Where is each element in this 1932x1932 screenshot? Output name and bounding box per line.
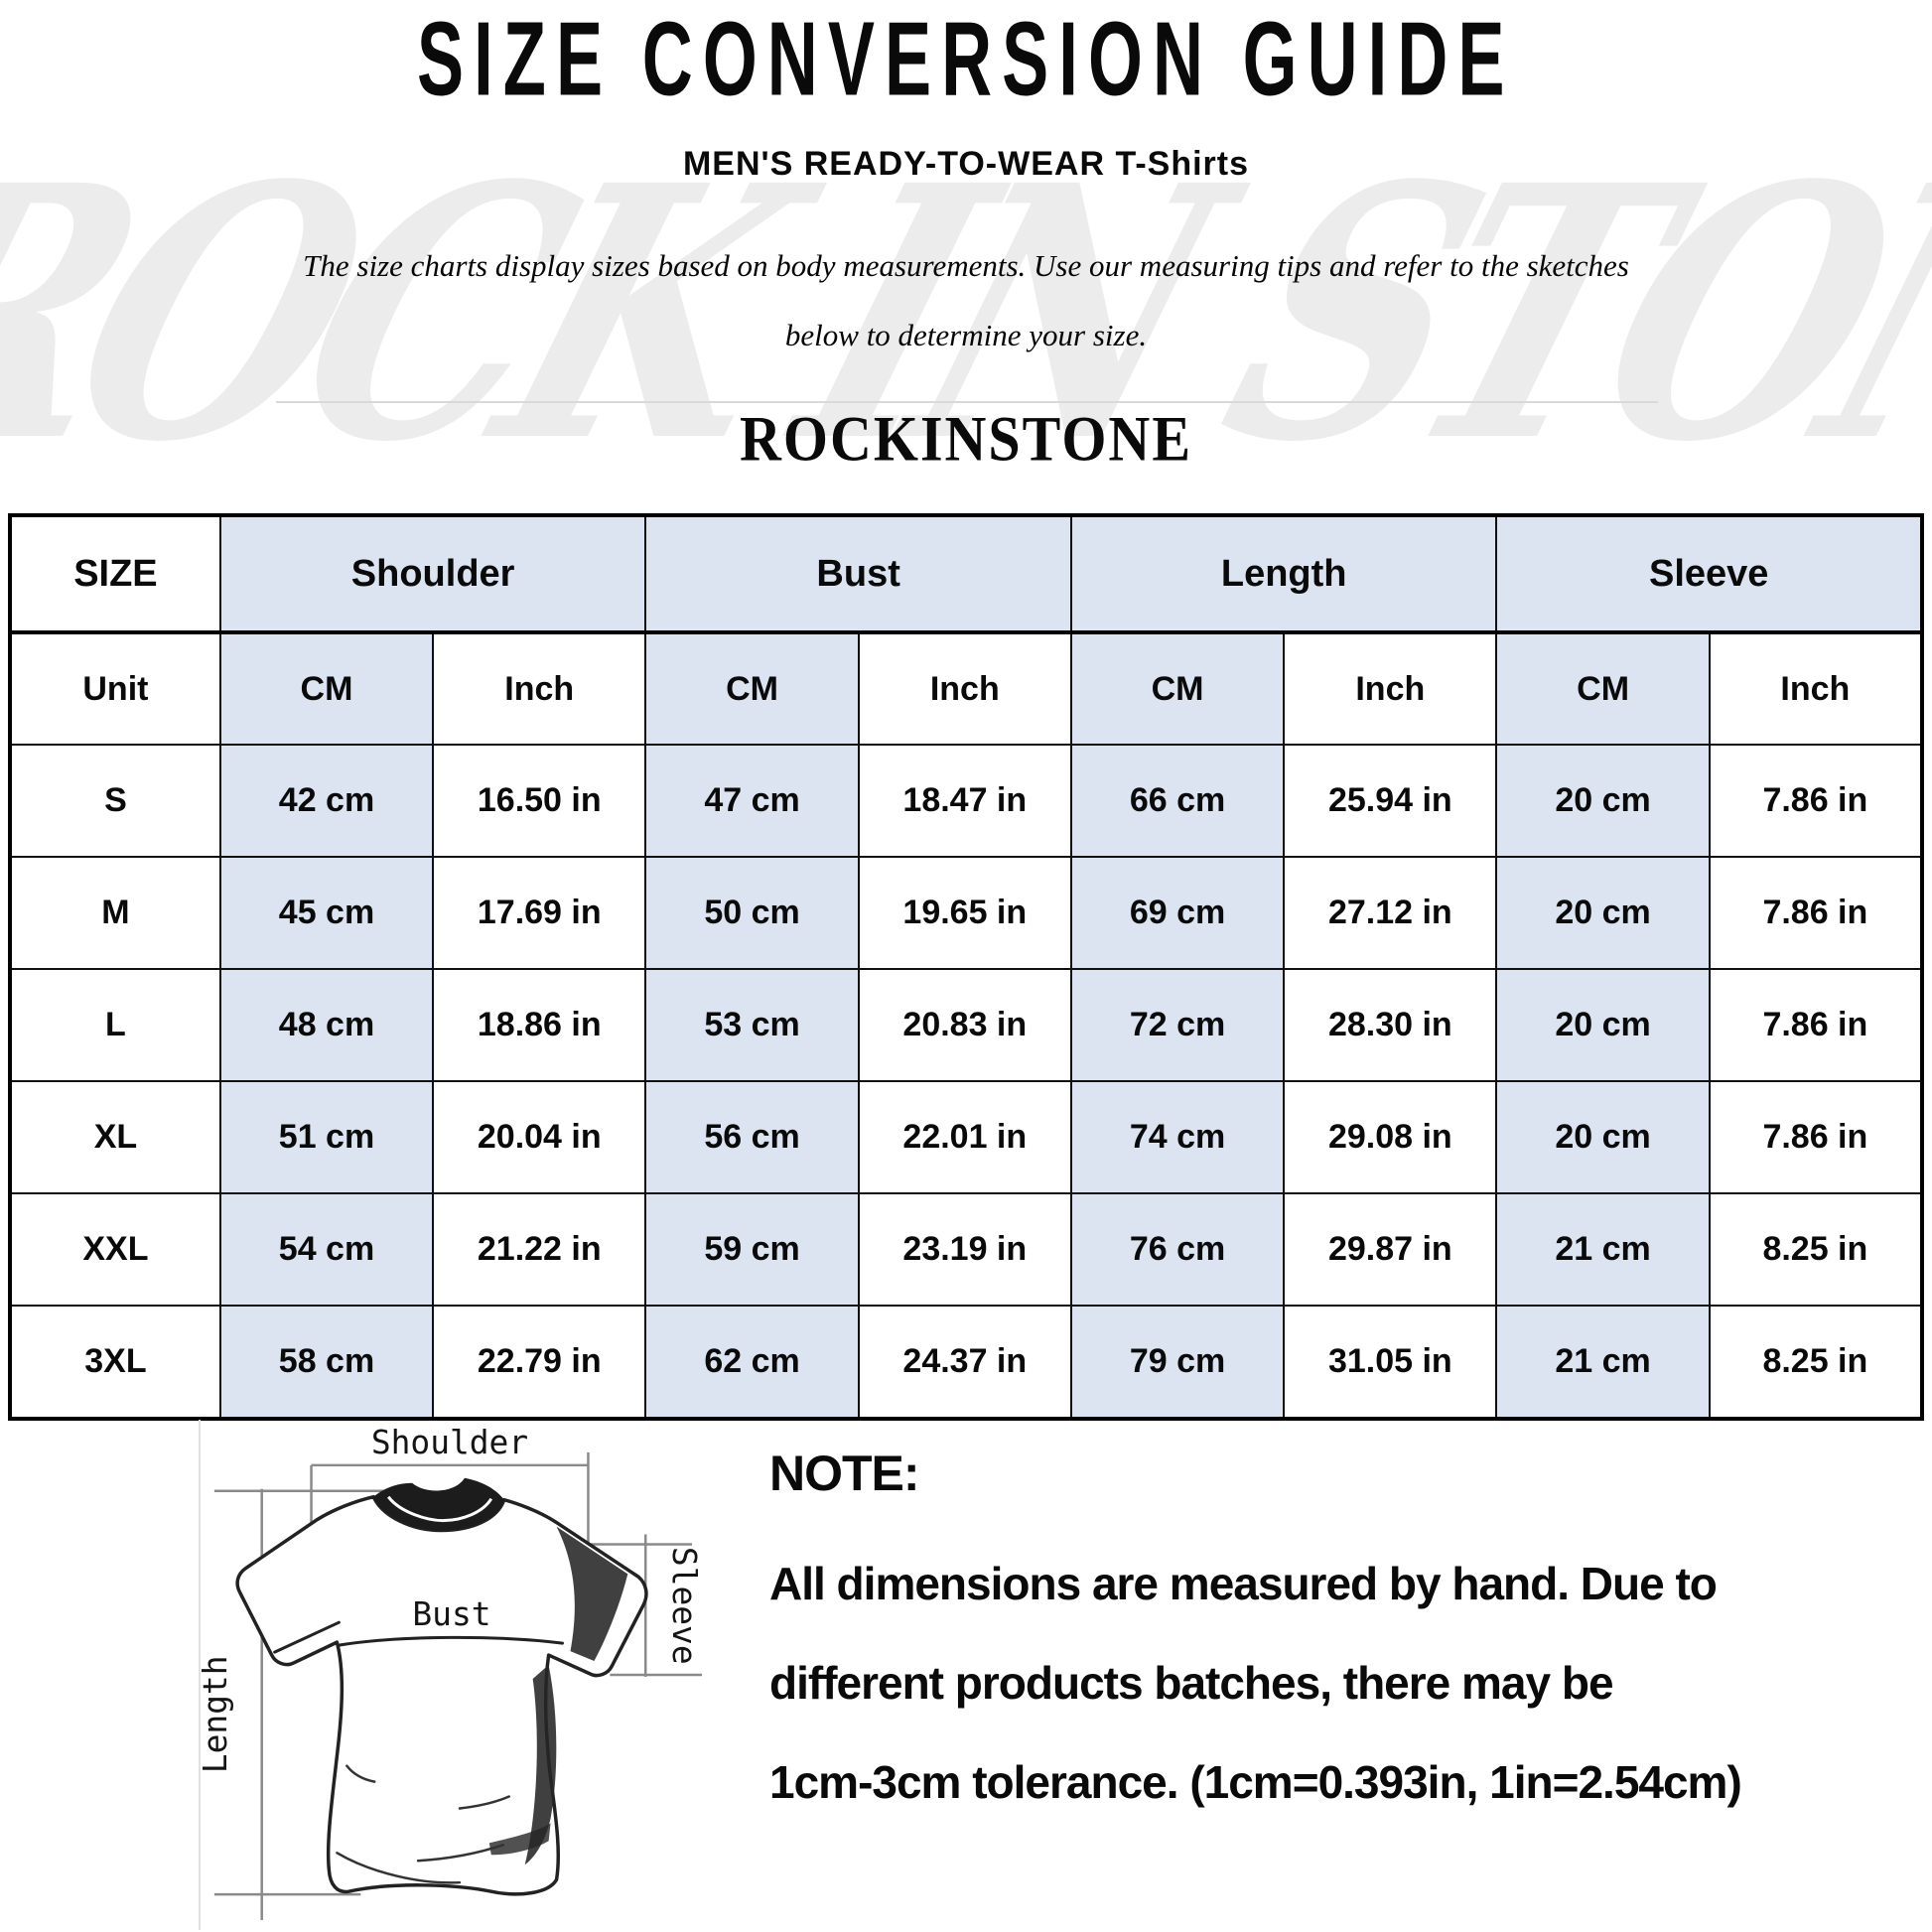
table-cell: 7.86 in	[1708, 968, 1924, 1082]
table-cell: 72 cm	[1069, 968, 1286, 1082]
table-header-row: SIZE Shoulder Bust Length Sleeve	[9, 514, 1923, 634]
size-label: S	[9, 744, 221, 858]
table-cell: 23.19 in	[857, 1192, 1072, 1307]
unit-cell: CM	[218, 631, 435, 746]
table-row-s: S 42 cm 16.50 in 47 cm 18.47 in 66 cm 25…	[9, 744, 1924, 858]
table-cell: 51 cm	[218, 1080, 435, 1194]
table-cell: 22.79 in	[432, 1305, 647, 1420]
sketch-label-length: Length	[196, 1655, 234, 1773]
table-cell: 27.12 in	[1283, 856, 1498, 970]
note-line: 1cm-3cm tolerance. (1cm=0.393in, 1in=2.5…	[769, 1756, 1742, 1808]
table-cell: 69 cm	[1069, 856, 1286, 970]
table-cell: 59 cm	[644, 1192, 860, 1307]
size-label: 3XL	[9, 1305, 221, 1420]
unit-cell: Inch	[432, 631, 647, 746]
table-row-m: M 45 cm 17.69 in 50 cm 19.65 in 69 cm 27…	[9, 856, 1924, 970]
table-cell: 58 cm	[218, 1305, 435, 1420]
unit-cell: Inch	[857, 631, 1072, 746]
unit-cell: CM	[1495, 631, 1711, 746]
table-row-l: L 48 cm 18.86 in 53 cm 20.83 in 72 cm 28…	[9, 968, 1924, 1082]
page-title: SIZE CONVERSION GUIDE	[417, 0, 1515, 118]
table-cell: 31.05 in	[1283, 1305, 1498, 1420]
column-header-bust: Bust	[644, 514, 1072, 634]
unit-cell: Inch	[1708, 631, 1924, 746]
size-label: XXL	[9, 1192, 221, 1307]
table-cell: 20 cm	[1495, 856, 1711, 970]
table-cell: 74 cm	[1069, 1080, 1286, 1194]
note-line: different products batches, there may be	[769, 1657, 1614, 1709]
table-row-xl: XL 51 cm 20.04 in 56 cm 22.01 in 74 cm 2…	[9, 1080, 1924, 1194]
table-cell: 20 cm	[1495, 1080, 1711, 1194]
intro-text-line2: below to determine your size.	[784, 318, 1148, 352]
table-cell: 48 cm	[218, 968, 435, 1082]
unit-label: Unit	[9, 631, 221, 746]
page-subtitle: MEN'S READY-TO-WEAR T-Shirts	[682, 145, 1250, 183]
table-cell: 28.30 in	[1283, 968, 1498, 1082]
table-cell: 20 cm	[1495, 744, 1711, 858]
size-conversion-table: SIZE Shoulder Bust Length Sleeve Unit CM…	[8, 513, 1924, 1421]
collar-shape	[373, 1477, 504, 1531]
table-cell: 21 cm	[1495, 1305, 1711, 1420]
table-cell: 22.01 in	[857, 1080, 1072, 1194]
divider-line	[276, 401, 1658, 403]
table-cell: 25.94 in	[1283, 744, 1498, 858]
unit-cell: CM	[1069, 631, 1286, 746]
size-label: L	[9, 968, 221, 1082]
unit-cell: Inch	[1283, 631, 1498, 746]
table-row-3xl: 3XL 58 cm 22.79 in 62 cm 24.37 in 79 cm …	[9, 1305, 1924, 1420]
table-cell: 21.22 in	[432, 1192, 647, 1307]
column-header-sleeve: Sleeve	[1495, 514, 1923, 634]
table-cell: 19.65 in	[857, 856, 1072, 970]
shading-folds	[488, 1526, 628, 1865]
table-cell: 45 cm	[218, 856, 435, 970]
table-cell: 62 cm	[644, 1305, 860, 1420]
size-label: M	[9, 856, 221, 970]
column-header-length: Length	[1069, 514, 1498, 634]
table-cell: 76 cm	[1069, 1192, 1286, 1307]
table-cell: 7.86 in	[1708, 744, 1924, 858]
table-cell: 79 cm	[1069, 1305, 1286, 1420]
table-cell: 54 cm	[218, 1192, 435, 1307]
size-label: XL	[9, 1080, 221, 1194]
table-row-xxl: XXL 54 cm 21.22 in 59 cm 23.19 in 76 cm …	[9, 1192, 1924, 1307]
table-cell: 47 cm	[644, 744, 860, 858]
table-cell: 29.08 in	[1283, 1080, 1498, 1194]
table-cell: 20.83 in	[857, 968, 1072, 1082]
table-cell: 17.69 in	[432, 856, 647, 970]
table-cell: 20 cm	[1495, 968, 1711, 1082]
unit-cell: CM	[644, 631, 860, 746]
note-section: NOTE: All dimensions are measured by han…	[769, 1445, 1891, 1832]
table-cell: 7.86 in	[1708, 1080, 1924, 1194]
tshirt-sketch: Shoulder Bust Length Sleeve	[196, 1419, 704, 1931]
note-line: All dimensions are measured by hand. Due…	[769, 1558, 1718, 1609]
table-cell: 18.86 in	[432, 968, 647, 1082]
sketch-label-shoulder: Shoulder	[371, 1423, 528, 1461]
note-heading: NOTE:	[769, 1446, 920, 1501]
sketch-label-bust: Bust	[412, 1594, 490, 1633]
table-cell: 56 cm	[644, 1080, 860, 1194]
table-cell: 42 cm	[218, 744, 435, 858]
wrinkle-strokes	[336, 1764, 510, 1884]
table-cell: 18.47 in	[857, 744, 1072, 858]
table-cell: 24.37 in	[857, 1305, 1072, 1420]
brand-name: ROCKINSTONE	[739, 402, 1193, 475]
column-header-size: SIZE	[9, 514, 221, 634]
intro-text-line1: The size charts display sizes based on b…	[303, 248, 1629, 283]
collar-stripe	[387, 1495, 493, 1523]
table-cell: 21 cm	[1495, 1192, 1711, 1307]
table-cell: 20.04 in	[432, 1080, 647, 1194]
table-unit-row: Unit CM Inch CM Inch CM Inch CM Inch	[9, 631, 1924, 746]
table-cell: 7.86 in	[1708, 856, 1924, 970]
table-cell: 8.25 in	[1708, 1192, 1924, 1307]
table-cell: 53 cm	[644, 968, 860, 1082]
table-cell: 50 cm	[644, 856, 860, 970]
table-cell: 16.50 in	[432, 744, 647, 858]
sketch-label-sleeve: Sleeve	[665, 1547, 704, 1665]
table-cell: 66 cm	[1069, 744, 1286, 858]
table-cell: 29.87 in	[1283, 1192, 1498, 1307]
table-cell: 8.25 in	[1708, 1305, 1924, 1420]
column-header-shoulder: Shoulder	[218, 514, 647, 634]
